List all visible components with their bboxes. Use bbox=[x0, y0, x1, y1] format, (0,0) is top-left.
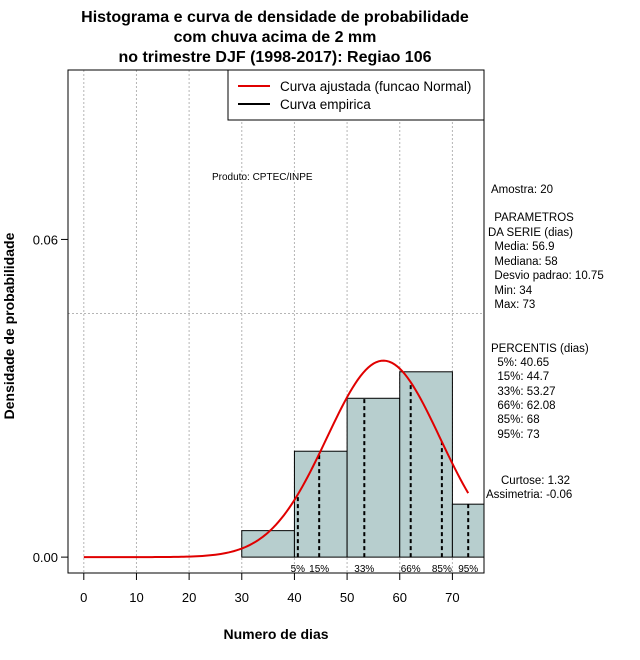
stats-p95: 95%: 73 bbox=[491, 429, 540, 441]
histogram-bar bbox=[241, 530, 295, 558]
product-note: Produto: CPTEC/INPE bbox=[212, 172, 313, 183]
x-tick-label: 70 bbox=[445, 590, 459, 605]
stats-kurtosis: Curtose: 1.32 bbox=[501, 475, 570, 487]
fitted-normal-curve bbox=[83, 359, 470, 559]
stats-p5: 5%: 40.65 bbox=[491, 357, 549, 369]
percentile-label: 85% bbox=[432, 564, 452, 575]
stats-min: Min: 34 bbox=[488, 285, 533, 297]
stats-params-subheading: DA SERIE (dias) bbox=[488, 227, 573, 239]
stats-params-heading: PARAMETROS bbox=[491, 212, 574, 224]
legend: Curva ajustada (funcao Normal) Curva emp… bbox=[227, 69, 485, 121]
stats-panel: Amostra: 20 PARAMETROS DA SERIE (dias) M… bbox=[486, 184, 604, 501]
histogram-bars bbox=[241, 371, 485, 558]
legend-empirical-label: Curva empirica bbox=[280, 97, 371, 112]
legend-box bbox=[227, 69, 485, 121]
chart-title-line-3: no trimestre DJF (1998-2017): Regiao 106 bbox=[118, 49, 431, 66]
x-tick-label: 40 bbox=[287, 590, 301, 605]
x-tick-label: 60 bbox=[393, 590, 407, 605]
y-tick-label: 0.00 bbox=[33, 550, 58, 565]
stats-sample: Amostra: 20 bbox=[491, 184, 553, 196]
stats-p15: 15%: 44.7 bbox=[491, 371, 549, 383]
percentile-label: 33% bbox=[354, 564, 374, 575]
percentile-label: 66% bbox=[401, 564, 421, 575]
x-tick-label: 20 bbox=[182, 590, 196, 605]
stats-mean: Media: 56.9 bbox=[488, 241, 554, 253]
stats-percentiles-heading: PERCENTIS (dias) bbox=[491, 343, 589, 355]
percentile-label: 95% bbox=[458, 564, 478, 575]
stats-sd: Desvio padrao: 10.75 bbox=[488, 270, 604, 282]
histogram-bar bbox=[346, 397, 401, 558]
x-tick-label: 30 bbox=[235, 590, 249, 605]
legend-fitted-label: Curva ajustada (funcao Normal) bbox=[280, 79, 471, 94]
y-tick-label: 0.06 bbox=[33, 232, 58, 247]
fitted-curve-layer bbox=[83, 359, 470, 559]
grid bbox=[68, 70, 484, 573]
x-tick-label: 0 bbox=[80, 590, 87, 605]
x-tick-label: 50 bbox=[340, 590, 354, 605]
x-tick-label: 10 bbox=[129, 590, 143, 605]
chart-title-line-1: Histograma e curva de densidade de proba… bbox=[81, 9, 469, 26]
histogram-bar bbox=[399, 371, 453, 558]
x-axis-title: Numero de dias bbox=[223, 626, 328, 642]
stats-p66: 66%: 62.08 bbox=[491, 400, 556, 412]
percentile-label: 15% bbox=[309, 564, 329, 575]
y-axis-title: Densidade de probabilidade bbox=[1, 232, 17, 419]
stats-p33: 33%: 53.27 bbox=[491, 386, 556, 398]
chart-title-line-2: com chuva acima de 2 mm bbox=[174, 29, 377, 46]
histogram-bar bbox=[293, 450, 348, 558]
stats-p85: 85%: 68 bbox=[491, 414, 540, 426]
percentile-lines: 5% 15% 33% 66% 85% 95% bbox=[291, 382, 478, 575]
stats-max: Max: 73 bbox=[488, 299, 535, 311]
stats-median: Mediana: 58 bbox=[488, 256, 558, 268]
percentile-label: 5% bbox=[291, 564, 306, 575]
stats-skewness: Assimetria: -0.06 bbox=[486, 489, 572, 501]
